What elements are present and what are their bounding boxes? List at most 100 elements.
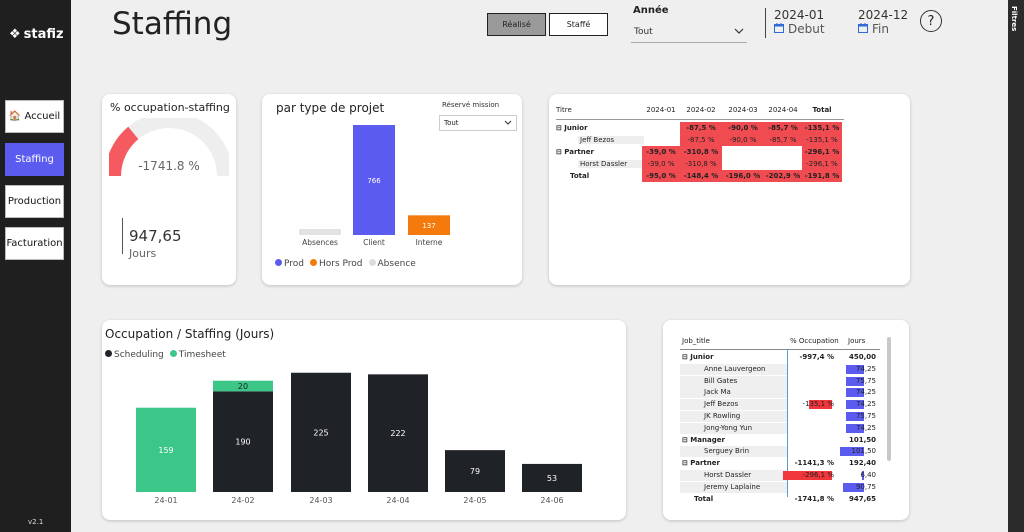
legend-absence-label: Absence [377,259,416,269]
job-table-row[interactable]: Serguey Brin 101,50 [680,446,880,458]
jours-databar [846,388,864,398]
job-row-label: ⊟ Junior [682,353,714,361]
legend-hors-prod-label: Hors Prod [319,259,363,269]
jours-databar [846,423,864,433]
job-table-row[interactable]: Horst Dassler -296,1 % 6,40 [680,470,880,481]
matrix-row[interactable]: Total -95,0 % -148,4 % -196,0 % -202,9 % -191… [556,170,846,182]
bar-value-label: 766 [367,177,381,185]
reserve-mission-select[interactable]: Tout [439,115,517,131]
matrix-row[interactable]: ⊟ Junior -87,5 % -90,0 % -85,7 % -135,1 % [556,122,846,134]
matrix-cell: -39,0 % [642,158,680,170]
matrix-header-cell: Total [812,106,832,114]
x-tick-label: 24-01 [154,496,177,505]
job-row-jours: 75,75 [855,376,876,385]
job-row-label: Total [694,494,714,503]
logo-icon: ❖ [9,27,21,42]
bar-value-label: 137 [422,222,435,230]
legend-hors-prod: Hors Prod [310,259,363,269]
projet-legend: Prod Hors Prod Absence [275,259,416,269]
job-table-row[interactable]: Jack Ma 74,25 [680,387,880,399]
job-table-row[interactable]: JK Rowling 75,75 [680,411,880,422]
matrix-cell: -296,1 % [802,146,842,158]
matrix-cell: -296,1 % [802,158,842,170]
job-table-row[interactable]: ⊟ Manager 101,50 [680,435,880,446]
reserve-mission-value: Tout [444,119,459,127]
job-row-pct: -997,4 % [799,353,835,361]
legend-absence: Absence [368,259,416,269]
bar-client[interactable] [353,125,395,235]
bar-absences[interactable] [299,229,341,235]
bar-interne[interactable] [408,215,450,235]
nav-facturation-button[interactable]: Facturation [5,227,64,260]
matrix-cell [642,122,680,134]
bar-value-label: 159 [158,446,173,455]
occupation-legend: Scheduling Timesheet [105,350,226,360]
bar-scheduling[interactable] [291,372,351,492]
realise-toggle-button[interactable]: Réalisé [487,13,546,36]
kpi-divider [122,218,123,254]
matrix-cell: -90,0 % [722,122,764,134]
matrix-cell: -85,7 % [764,134,802,146]
bar-value-label: 53 [547,474,557,483]
left-sidebar: ❖ stafiz 🏠 Accueil Staffing Production F… [0,0,71,532]
matrix-row[interactable]: ⊟ Partner -39,0 % -310,8 % -296,1 % [556,146,846,158]
bar-scheduling[interactable] [213,391,273,492]
job-table-row[interactable]: Jeremy Laplaine 90,75 [680,481,880,493]
job-table-row[interactable]: Jeff Bezos -135,1 % 74,25 [680,399,880,411]
matrix-cell [722,158,764,170]
legend-timesheet: Timesheet [169,350,226,360]
bar-timesheet[interactable] [136,407,196,492]
bar-timesheet[interactable] [213,380,273,392]
job-table-row[interactable]: Anne Lauvergeon 74,25 [680,363,880,375]
logo-text: stafiz [23,27,64,42]
job-row-label: ⊟ Partner [682,459,720,468]
nav-staffing-button[interactable]: Staffing [5,143,64,176]
annee-select[interactable]: Tout [631,22,747,43]
x-tick-label: 24-03 [309,496,332,505]
job-table-row[interactable]: Bill Gates 75,75 [680,375,880,387]
matrix-header-divider [556,119,844,120]
job-title-table: Job_title % Occupation Jours ⊟ Junior -997,4… [663,320,909,520]
matrix-row-label: Jeff Bezos [578,136,644,144]
matrix-row[interactable]: Jeff Bezos -87,5 % -90,0 % -85,7 % -135,1 % [556,134,846,146]
job-row-jours: 74,25 [855,423,876,432]
app-version: v2.1 [28,518,44,526]
job-row-pct: -1141,3 % [794,459,834,468]
job-table-row[interactable]: Jong-Yong Yun 74,25 [680,422,880,434]
help-icon[interactable]: ? [920,10,942,32]
debut-date-picker[interactable]: 2024-01 Debut [774,8,825,36]
jours-databar [846,376,864,386]
debut-value: 2024-01 [774,8,825,22]
job-row-jours: 947,65 [848,494,876,503]
matrix-cell [722,146,764,158]
job-row-label: Anne Lauvergeon [704,364,766,373]
occupation-title: Occupation / Staffing (Jours) [105,327,275,341]
job-header-jours: Jours [848,337,866,345]
x-tick-label: 24-06 [540,496,563,505]
nav-accueil-button[interactable]: 🏠 Accueil [5,100,64,133]
nav-production-button[interactable]: Production [5,185,64,218]
matrix-row[interactable]: Horst Dassler -39,0 % -310,8 % -296,1 % [556,158,846,170]
job-table-row[interactable]: Total -1741,8 % 947,65 [680,494,880,505]
row-background [680,422,787,434]
fin-date-picker[interactable]: 2024-12 Fin [858,8,908,36]
matrix-header-cell: 2024-03 [728,106,758,114]
table-scrollbar[interactable] [887,337,891,461]
job-row-label: Jeremy Laplaine [704,482,761,491]
matrix-cell: -39,0 % [642,146,680,158]
filters-panel-toggle[interactable]: Filtres [1008,0,1024,532]
bar-scheduling[interactable] [522,463,582,492]
occupation-staffing-card: Occupation / Staffing (Jours) Scheduling… [102,320,626,520]
fin-label: Fin [872,22,889,36]
jours-databar [846,400,864,410]
bar-scheduling[interactable] [445,450,505,492]
staffe-toggle-button[interactable]: Staffé [549,13,608,36]
job-table-row[interactable]: ⊟ Junior -997,4 % 450,00 [680,352,880,363]
job-row-jours: 90,75 [855,482,876,491]
bar-scheduling[interactable] [368,374,428,492]
job-row-jours: 75,75 [855,412,876,420]
job-table-row[interactable]: ⊟ Partner -1141,3 % 192,40 [680,458,880,469]
job-row-label: JK Rowling [704,412,741,420]
row-background [680,411,787,422]
annee-label: Année [633,5,669,16]
